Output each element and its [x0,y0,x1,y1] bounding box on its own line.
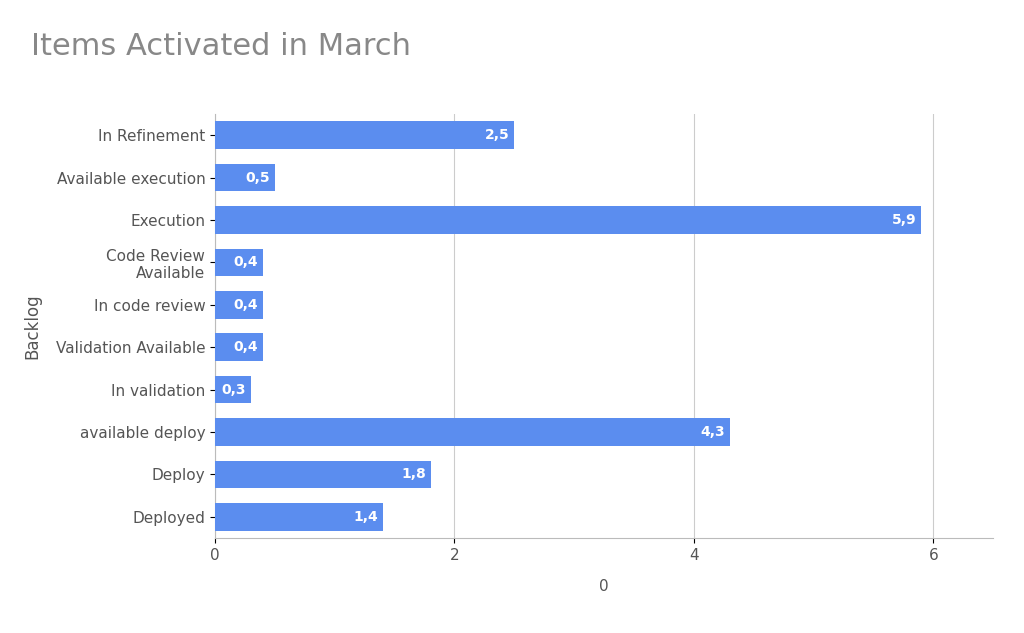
Bar [215,164,274,191]
X-axis label: 0: 0 [599,579,609,594]
Text: 0,4: 0,4 [233,255,258,270]
Text: 0,4: 0,4 [233,340,258,354]
Text: 0,5: 0,5 [246,170,270,185]
Bar [215,334,263,361]
Text: 5,9: 5,9 [892,213,916,227]
Text: 0,3: 0,3 [221,382,246,397]
Bar [215,291,263,318]
Text: 1,4: 1,4 [353,510,378,524]
Text: 4,3: 4,3 [700,425,725,439]
Bar [215,249,263,276]
Bar [215,418,730,446]
Text: 1,8: 1,8 [401,467,426,482]
Bar [215,503,383,530]
Y-axis label: Backlog: Backlog [24,293,42,359]
Bar [215,122,514,149]
Bar [215,461,430,488]
Bar [215,376,251,403]
Text: Items Activated in March: Items Activated in March [31,32,411,61]
Text: 0,4: 0,4 [233,298,258,312]
Text: 2,5: 2,5 [484,128,510,142]
Bar [215,206,922,234]
